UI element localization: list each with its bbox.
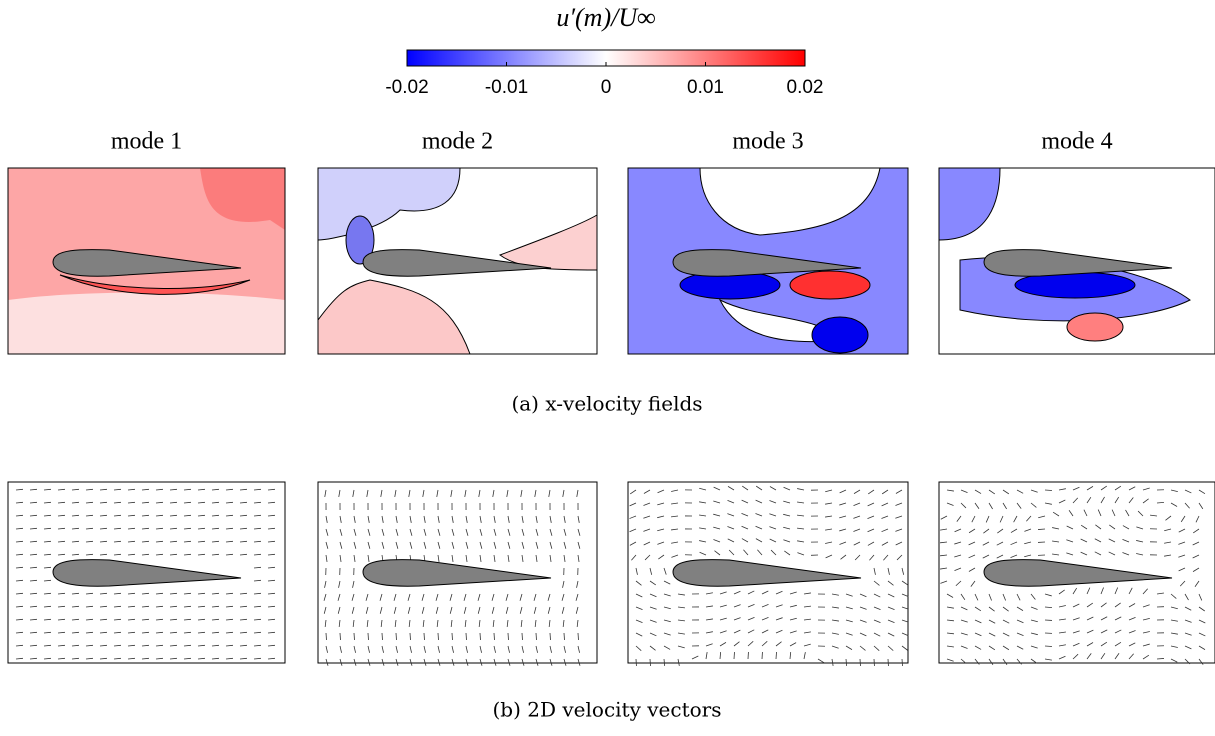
colorbar-tick-label: -0.02	[385, 77, 428, 98]
colorbar-title: u′(m)/U∞	[556, 3, 655, 32]
contour-region	[790, 271, 870, 299]
mode-title: mode 2	[422, 129, 493, 155]
contour-region	[1067, 313, 1123, 341]
caption-b: (b) 2D velocity vectors	[493, 698, 722, 722]
caption-a: (a) x-velocity fields	[511, 392, 702, 416]
velocity-vector	[1157, 658, 1164, 659]
colorbar-tick-label: 0.01	[687, 77, 724, 98]
field-panel	[8, 168, 285, 354]
contour-region	[8, 293, 285, 355]
mode-title: mode 3	[732, 129, 803, 155]
velocity-vector	[650, 659, 651, 666]
velocity-vector	[902, 659, 903, 666]
velocity-vector	[1045, 490, 1052, 491]
vector-panel	[939, 482, 1215, 665]
field-panel	[628, 168, 908, 354]
vector-panel	[8, 482, 285, 663]
field-panel	[939, 168, 1215, 354]
vector-panel	[628, 482, 909, 666]
colorbar-tick-label: 0.02	[787, 77, 824, 98]
field-panel	[318, 168, 597, 354]
contour-region	[812, 317, 868, 353]
mode-title: mode 4	[1041, 129, 1112, 155]
velocity-vector	[1045, 646, 1052, 647]
vector-panel	[318, 482, 597, 666]
velocity-vector	[776, 652, 777, 659]
colorbar-tick-label: -0.01	[485, 77, 528, 98]
mode-title: mode 1	[111, 129, 182, 155]
colorbar-tick-label: 0	[601, 77, 612, 98]
